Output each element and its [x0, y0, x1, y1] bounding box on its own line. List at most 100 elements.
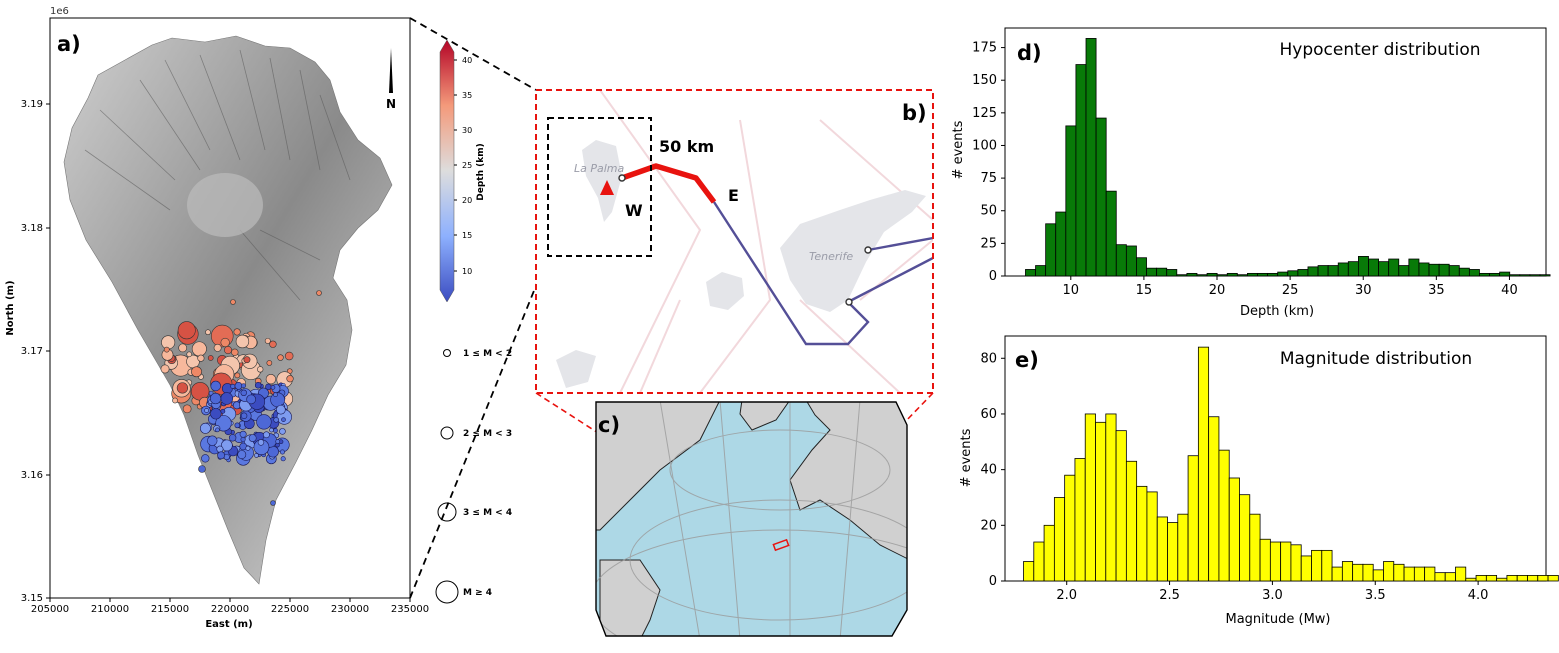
histogram-bar	[1085, 38, 1097, 277]
histogram-bar	[1045, 223, 1057, 277]
histogram-bar	[1023, 561, 1035, 582]
la-palma-label: La Palma	[574, 162, 625, 175]
earthquake-marker	[224, 346, 233, 355]
cable-route	[847, 256, 933, 304]
histogram-bar	[1403, 566, 1415, 582]
earthquake-marker	[270, 385, 276, 390]
histogram-bar	[1187, 455, 1199, 582]
x-tick-label: 3.0	[1262, 588, 1283, 603]
legend-label: M ≥ 4	[463, 588, 492, 598]
histogram-bar	[1307, 266, 1319, 277]
histogram-bar	[1177, 513, 1189, 582]
das-segment	[621, 163, 717, 204]
y-tick-label: 3.16	[21, 470, 43, 481]
earthquake-marker	[273, 417, 279, 423]
earthquake-marker	[201, 454, 210, 463]
histogram-bar	[1398, 265, 1410, 277]
colorbar-tick: 35	[462, 91, 472, 100]
histogram-bar	[1527, 575, 1539, 582]
colorbar-tick: 15	[462, 231, 472, 240]
histogram-bar	[1247, 272, 1258, 277]
histogram-bar	[1176, 274, 1188, 277]
earthquake-marker	[234, 382, 243, 390]
earthquake-marker	[228, 434, 237, 442]
histogram-bar	[1146, 491, 1158, 582]
histogram-bar	[1537, 575, 1549, 582]
x-tick-label: 3.5	[1365, 588, 1386, 603]
offset-label: 1e6	[50, 6, 69, 17]
histogram-bar	[1529, 274, 1541, 277]
scale-label: 50 km	[659, 137, 714, 156]
x-tick-label: 4.0	[1468, 588, 1489, 603]
histogram-bar	[1249, 513, 1261, 582]
y-tick-label: 80	[980, 351, 997, 366]
east-label: E	[728, 186, 739, 205]
earthquake-marker	[172, 397, 178, 404]
histogram-bar	[1257, 272, 1269, 277]
x-tick-label: 20	[1209, 283, 1226, 298]
histogram-bar	[1287, 270, 1299, 277]
histogram-bar	[1053, 497, 1066, 582]
y-tick-label: 3.19	[21, 99, 43, 110]
colorbar-tick: 40	[462, 56, 472, 65]
earthquake-marker	[233, 328, 241, 336]
y-tick-label: 3.17	[21, 346, 43, 357]
earthquake-marker	[234, 422, 241, 429]
connector-line	[409, 17, 537, 91]
earthquake-marker	[257, 366, 264, 373]
x-tick-label: 30	[1355, 283, 1372, 298]
panel-c-frame	[595, 401, 908, 637]
histogram-bar	[1156, 516, 1168, 582]
magnitude-legend: 1 ≤ M < 2 2 ≤ M < 3 3 ≤ M < 4 M ≥ 4	[435, 349, 512, 604]
la-gomera-shape	[706, 272, 744, 310]
colorbar-tick: 10	[462, 267, 472, 276]
histogram-bar	[1297, 269, 1309, 277]
cable-route	[867, 236, 933, 252]
magnitude-histogram-xlabel: Magnitude (Mw)	[1226, 612, 1331, 627]
histogram-bar	[1499, 271, 1511, 277]
earthquake-marker	[207, 355, 214, 361]
x-tick-label: 35	[1428, 283, 1445, 298]
earthquake-marker	[215, 427, 220, 433]
earthquake-marker	[275, 439, 281, 444]
earthquake-marker	[186, 351, 193, 358]
y-tick-label: 60	[980, 407, 997, 422]
histogram-bar	[1280, 541, 1292, 582]
connector-line	[409, 255, 549, 599]
histogram-bar	[1468, 269, 1480, 277]
earthquake-marker	[230, 383, 236, 389]
colorbar-tick: 25	[462, 161, 472, 170]
histogram-bar	[1539, 274, 1551, 277]
volcano-icon	[600, 180, 614, 195]
earthquake-marker	[257, 439, 265, 446]
earthquake-marker	[256, 414, 272, 430]
earthquake-points	[160, 290, 322, 506]
earthquake-marker	[210, 380, 221, 392]
earthquake-marker	[280, 456, 286, 462]
depth-histogram: 10 15 20 25 30 35 40 0 25 50 75 100 125 150 175 d) Hyp…	[951, 27, 1551, 319]
histogram-bar	[1331, 566, 1343, 582]
histogram-bar	[1352, 563, 1364, 582]
earthquake-marker	[230, 299, 236, 305]
histogram-bar	[1455, 566, 1467, 582]
histogram-bar	[1465, 577, 1477, 582]
earthquake-marker	[217, 451, 225, 460]
histogram-bar	[1136, 257, 1147, 277]
tenerife-label: Tenerife	[809, 250, 853, 263]
histogram-bar	[1290, 544, 1302, 582]
legend-label: 3 ≤ M < 4	[463, 508, 512, 518]
histogram-bar	[1228, 477, 1240, 582]
histogram-bar	[1428, 263, 1440, 277]
earthquake-marker	[284, 351, 294, 361]
y-tick-label: 175	[972, 41, 997, 56]
earthquake-marker	[234, 372, 241, 379]
histogram-bar	[1413, 566, 1426, 582]
earthquake-marker	[286, 375, 294, 383]
magnitude-histogram: 2.0 2.5 3.0 3.5 4.0 0 20 40 60 80 e) Magnitude di…	[959, 335, 1559, 627]
earthquake-marker	[254, 453, 259, 458]
histogram-bar	[1269, 541, 1282, 582]
histogram-bar	[1105, 190, 1117, 277]
histogram-bar	[1458, 267, 1470, 277]
greenland-shape	[739, 402, 791, 431]
